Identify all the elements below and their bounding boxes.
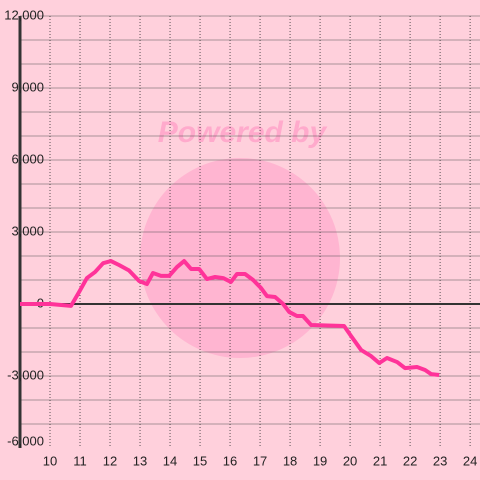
x-tick-label: 22 [403, 453, 417, 468]
x-tick-label: 18 [283, 453, 297, 468]
x-tick-label: 13 [133, 453, 147, 468]
y-tick-label: 12,000 [4, 7, 44, 22]
y-tick-label: -6,000 [7, 433, 44, 448]
x-tick-label: 24 [463, 453, 477, 468]
x-tick-label: 21 [373, 453, 387, 468]
x-tick-label: 11 [73, 453, 87, 468]
x-tick-label: 19 [313, 453, 327, 468]
x-tick-label: 17 [253, 453, 267, 468]
watermark: Powered by [158, 116, 328, 149]
y-tick-label: 6,000 [11, 151, 44, 166]
x-tick-label: 15 [193, 453, 207, 468]
x-tick-label: 10 [43, 453, 57, 468]
x-tick-label: 14 [163, 453, 177, 468]
x-tick-label: 16 [223, 453, 237, 468]
x-tick-label: 12 [103, 453, 117, 468]
y-tick-label: 3,000 [11, 223, 44, 238]
y-tick-label: -3,000 [7, 367, 44, 382]
y-tick-label: 9,000 [11, 79, 44, 94]
line [20, 259, 440, 378]
x-tick-label: 20 [343, 453, 357, 468]
x-tick-label: 23 [433, 453, 447, 468]
